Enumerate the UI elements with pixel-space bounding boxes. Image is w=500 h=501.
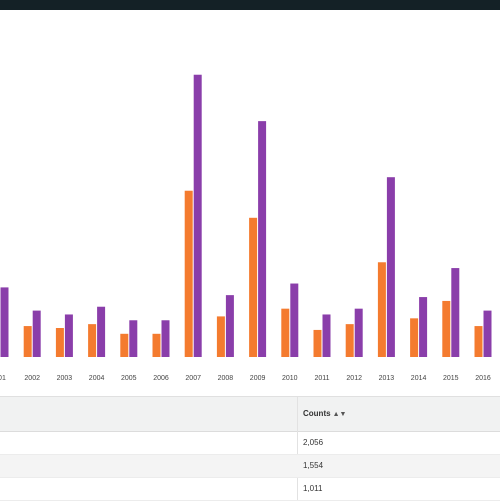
bar-2015-series-1[interactable] <box>442 300 451 357</box>
bar-2016-series-1[interactable] <box>474 326 483 357</box>
bar-2014-series-2[interactable] <box>419 297 428 357</box>
chart-area: 001 2002 2003 2004 2005 2006 2007 2008 2009 2010 2… <box>0 10 500 395</box>
table-row[interactable]: 1,554 <box>0 455 500 478</box>
x-tick-label: 2005 <box>121 375 137 382</box>
x-tick-label: 2012 <box>346 375 362 382</box>
bar-2010-series-2[interactable] <box>290 283 299 357</box>
bar-2010-series-1[interactable] <box>281 308 290 357</box>
bar-2008-series-1[interactable] <box>216 316 225 357</box>
bar-2012-series-2[interactable] <box>354 308 363 357</box>
bar-2006-series-2[interactable] <box>161 320 170 357</box>
bar-2008-series-2[interactable] <box>225 295 234 357</box>
bar-2006-series-1[interactable] <box>152 333 161 357</box>
x-tick-label: 2008 <box>218 375 234 382</box>
bar-chart: 001 2002 2003 2004 2005 2006 2007 2008 2009 2010 2… <box>0 74 492 382</box>
x-tick-label: 2007 <box>185 375 201 382</box>
bar-2002-series-2[interactable] <box>32 310 41 357</box>
bar-2007-series-2[interactable] <box>193 74 202 357</box>
x-tick-label: 2016 <box>475 375 491 382</box>
x-tick-label: 2004 <box>89 375 105 382</box>
bar-2015-series-2[interactable] <box>451 268 460 357</box>
bar-2002-series-1[interactable] <box>23 326 32 357</box>
bar-2004-series-2[interactable] <box>97 306 106 357</box>
bar-2005-series-2[interactable] <box>129 320 138 357</box>
x-tick-label: 2013 <box>379 375 395 382</box>
x-tick-label: 2010 <box>282 375 298 382</box>
bar-2014-series-1[interactable] <box>410 318 419 357</box>
counts-cell: 1,554 <box>303 461 324 470</box>
bar-2012-series-1[interactable] <box>345 324 354 357</box>
table-row[interactable]: 2,056 <box>0 432 500 455</box>
x-tick-label: 2003 <box>57 375 73 382</box>
bar-2003-series-2[interactable] <box>64 314 73 357</box>
column-divider <box>297 397 298 501</box>
data-table: Counts ▲▼ 2,056 1,554 1,011 <box>0 396 500 501</box>
x-tick-label: 2002 <box>24 375 40 382</box>
x-tick-label: 2011 <box>314 375 329 382</box>
bar-2013-series-2[interactable] <box>386 177 395 357</box>
bar-2009-series-1[interactable] <box>249 217 258 357</box>
sort-icon[interactable]: ▲▼ <box>332 411 347 418</box>
counts-cell: 1,011 <box>303 484 323 493</box>
x-tick-label: 2006 <box>153 375 169 382</box>
bar-2007-series-1[interactable] <box>184 190 193 357</box>
counts-header-label: Counts <box>303 409 331 418</box>
x-tick-label: 001 <box>0 375 6 382</box>
bar-2005-series-1[interactable] <box>120 333 129 357</box>
counts-column-header[interactable]: Counts ▲▼ <box>303 397 346 431</box>
bar-2016-series-2[interactable] <box>483 310 492 357</box>
bar-2011-series-2[interactable] <box>322 314 331 357</box>
counts-cell: 2,056 <box>303 438 324 447</box>
bar-2009-series-2[interactable] <box>258 121 267 357</box>
x-tick-label: 2014 <box>411 375 427 382</box>
x-tick-label: 2009 <box>250 375 266 382</box>
table-row[interactable]: 1,011 <box>0 478 500 501</box>
top-bar <box>0 0 500 10</box>
bar-2011-series-1[interactable] <box>313 329 322 357</box>
table-header: Counts ▲▼ <box>0 397 500 432</box>
bar-2004-series-1[interactable] <box>88 324 97 357</box>
bar-2003-series-1[interactable] <box>55 328 64 357</box>
bar-2013-series-1[interactable] <box>377 262 386 357</box>
x-tick-label: 2015 <box>443 375 459 382</box>
bar-2001-series-2[interactable] <box>0 287 9 357</box>
